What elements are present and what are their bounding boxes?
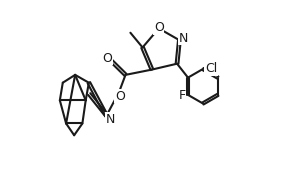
Text: O: O <box>154 21 164 34</box>
Text: O: O <box>103 52 112 64</box>
Text: N: N <box>178 32 188 45</box>
Text: Cl: Cl <box>205 62 217 75</box>
Text: O: O <box>115 90 125 103</box>
Text: N: N <box>105 113 115 126</box>
Text: F: F <box>178 89 186 102</box>
